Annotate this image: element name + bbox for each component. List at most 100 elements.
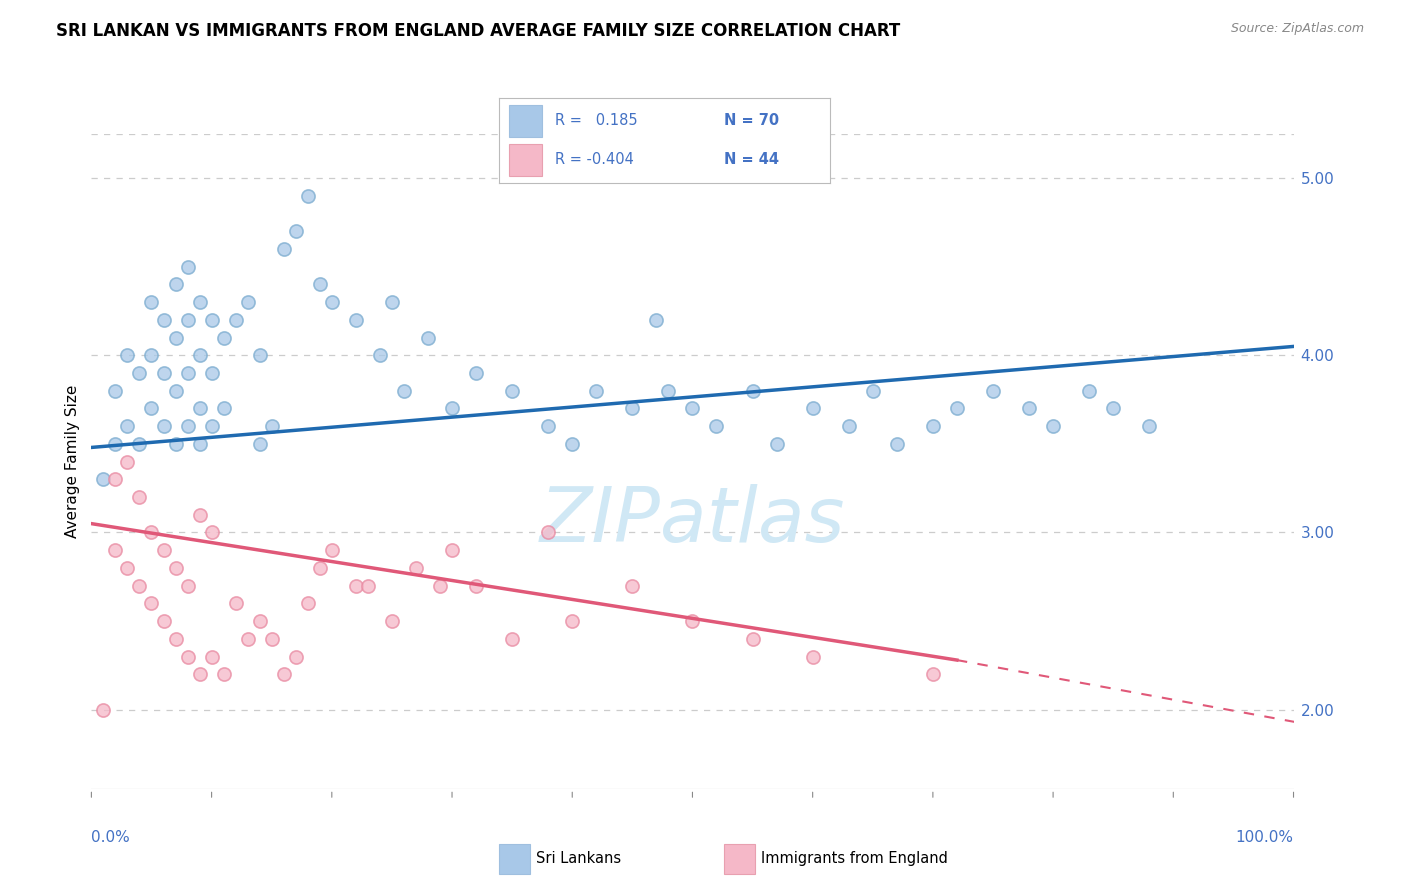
Point — [152, 366, 174, 380]
Point — [381, 614, 404, 628]
Point — [165, 277, 187, 292]
Point — [141, 596, 163, 610]
Point — [357, 579, 380, 593]
Point — [200, 313, 222, 327]
Text: ZIPatlas: ZIPatlas — [540, 483, 845, 558]
Point — [706, 419, 728, 434]
Point — [429, 579, 451, 593]
Point — [141, 525, 163, 540]
Point — [922, 667, 945, 681]
Point — [236, 295, 259, 310]
Point — [501, 384, 523, 398]
Point — [188, 401, 211, 416]
Point — [200, 419, 222, 434]
Point — [405, 561, 427, 575]
Text: R = -0.404: R = -0.404 — [555, 153, 634, 168]
Point — [284, 224, 307, 238]
Point — [188, 508, 211, 522]
Point — [922, 419, 945, 434]
Point — [249, 614, 271, 628]
Point — [862, 384, 884, 398]
Text: N = 70: N = 70 — [724, 113, 779, 128]
Point — [188, 667, 211, 681]
Point — [537, 525, 560, 540]
Point — [681, 614, 703, 628]
Point — [585, 384, 607, 398]
Point — [645, 313, 668, 327]
Point — [152, 419, 174, 434]
Point — [260, 419, 283, 434]
Text: Source: ZipAtlas.com: Source: ZipAtlas.com — [1230, 22, 1364, 36]
Bar — [509, 144, 543, 176]
Point — [260, 632, 283, 646]
Point — [152, 313, 174, 327]
Point — [225, 596, 247, 610]
Point — [165, 561, 187, 575]
Point — [381, 295, 404, 310]
Point — [681, 401, 703, 416]
Point — [621, 579, 644, 593]
Point — [128, 579, 150, 593]
Point — [212, 401, 235, 416]
Point — [165, 632, 187, 646]
Point — [657, 384, 679, 398]
Point — [561, 614, 583, 628]
Point — [128, 490, 150, 504]
Point — [765, 437, 787, 451]
Point — [321, 543, 343, 558]
Point — [465, 579, 488, 593]
Point — [212, 667, 235, 681]
Point — [537, 419, 560, 434]
Point — [93, 703, 115, 717]
Point — [946, 401, 969, 416]
Point — [344, 579, 367, 593]
Text: Sri Lankans: Sri Lankans — [536, 851, 621, 865]
Point — [838, 419, 860, 434]
Point — [176, 649, 198, 664]
Point — [188, 295, 211, 310]
Point — [117, 561, 139, 575]
Point — [141, 295, 163, 310]
Point — [176, 313, 198, 327]
Point — [104, 543, 127, 558]
Point — [165, 384, 187, 398]
Point — [200, 649, 222, 664]
Point — [176, 419, 198, 434]
Point — [273, 667, 295, 681]
Point — [308, 561, 330, 575]
Point — [128, 437, 150, 451]
Point — [117, 455, 139, 469]
Point — [981, 384, 1004, 398]
Point — [741, 632, 763, 646]
Point — [321, 295, 343, 310]
Point — [117, 419, 139, 434]
Point — [200, 366, 222, 380]
Point — [188, 437, 211, 451]
Point — [249, 437, 271, 451]
Point — [104, 384, 127, 398]
Point — [152, 543, 174, 558]
Text: 100.0%: 100.0% — [1236, 830, 1294, 845]
Bar — [509, 105, 543, 137]
Point — [465, 366, 488, 380]
Point — [104, 472, 127, 486]
Point — [236, 632, 259, 646]
Point — [1102, 401, 1125, 416]
Point — [621, 401, 644, 416]
Point — [273, 242, 295, 256]
Point — [440, 543, 463, 558]
Point — [308, 277, 330, 292]
Point — [501, 632, 523, 646]
Point — [344, 313, 367, 327]
Point — [284, 649, 307, 664]
Point — [212, 330, 235, 344]
Point — [1018, 401, 1040, 416]
Point — [225, 313, 247, 327]
Point — [801, 649, 824, 664]
Point — [297, 189, 319, 203]
Point — [200, 525, 222, 540]
Point — [176, 260, 198, 274]
Point — [152, 614, 174, 628]
Point — [176, 579, 198, 593]
Point — [741, 384, 763, 398]
